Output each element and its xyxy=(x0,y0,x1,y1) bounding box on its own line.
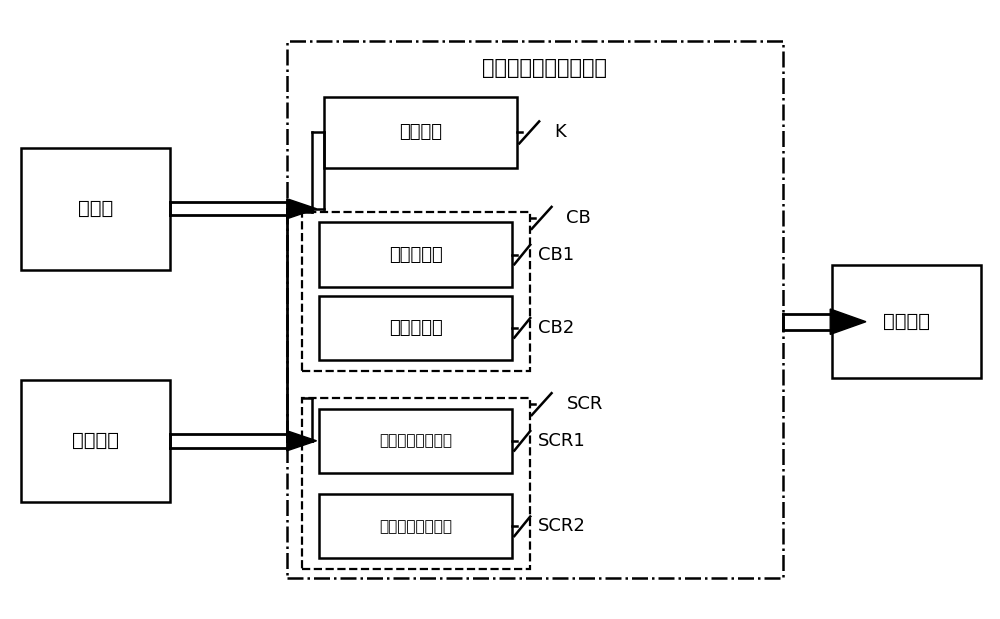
Text: 隔离开关: 隔离开关 xyxy=(399,123,442,141)
Text: 第二断路器: 第二断路器 xyxy=(389,319,443,337)
Text: CB: CB xyxy=(566,209,591,227)
Text: CB2: CB2 xyxy=(538,319,574,337)
Text: K: K xyxy=(554,123,566,141)
Text: 第二固态切换开关: 第二固态切换开关 xyxy=(379,519,452,534)
Text: 第一断路器: 第一断路器 xyxy=(389,246,443,264)
Bar xyxy=(832,265,981,378)
Text: SCR: SCR xyxy=(566,395,603,413)
Bar xyxy=(319,409,512,473)
Text: CB1: CB1 xyxy=(538,246,574,264)
Text: 主电源: 主电源 xyxy=(78,199,113,219)
Bar xyxy=(287,41,783,578)
Text: 用电设备: 用电设备 xyxy=(883,312,930,331)
Bar xyxy=(319,296,512,360)
Text: 第一固态切换开关: 第一固态切换开关 xyxy=(379,433,452,448)
Bar xyxy=(21,379,170,502)
Text: SCR1: SCR1 xyxy=(538,432,586,450)
Bar xyxy=(302,212,530,371)
Polygon shape xyxy=(287,431,317,451)
Polygon shape xyxy=(830,309,866,334)
Polygon shape xyxy=(287,199,317,219)
Text: 备用电源: 备用电源 xyxy=(72,431,119,450)
Text: SCR2: SCR2 xyxy=(538,517,586,535)
Text: 混合型双电源转换电路: 混合型双电源转换电路 xyxy=(482,58,607,78)
Bar xyxy=(319,222,512,287)
Bar xyxy=(21,148,170,270)
Bar xyxy=(302,398,530,569)
Bar xyxy=(319,494,512,558)
Bar xyxy=(324,97,517,168)
